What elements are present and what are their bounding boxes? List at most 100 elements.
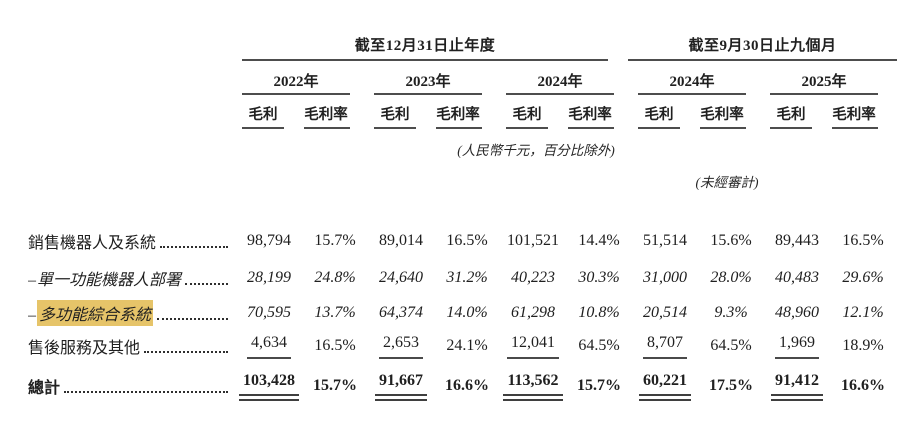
gross-profit-header: 毛利: [512, 107, 542, 123]
row-label-cell: 總計: [28, 374, 234, 398]
gross-profit-value: 1,969: [762, 334, 832, 359]
gross-profit-value: 20,514: [643, 304, 687, 321]
column-rule: [770, 127, 812, 129]
gross-profit-value: 101,521: [507, 232, 559, 249]
gross-margin-value: 9.3%: [714, 304, 748, 321]
table-row-robot-sales: 銷售機器人及系統 98,794 15.7% 89,014 16.5% 101,5…: [28, 222, 894, 260]
dot-leader: [157, 318, 228, 320]
gross-profit-header: 毛利: [380, 107, 410, 123]
year-header: 2024年: [669, 74, 715, 90]
gross-margin-value: 24.1%: [446, 337, 488, 354]
gross-margin-header: 毛利率: [700, 107, 744, 123]
gross-profit-value: 89,443: [775, 232, 819, 249]
column-rule: [832, 127, 878, 129]
highlighted-row-label: 多功能綜合系統: [37, 300, 154, 326]
gross-profit-value: 64,374: [379, 304, 423, 321]
row-dash: –: [28, 272, 36, 289]
gross-margin-value: 28.0%: [710, 269, 752, 286]
row-label-cell: – 單一功能機器人部署: [28, 266, 234, 290]
row-label-cell: 銷售機器人及系統: [28, 229, 234, 253]
gross-margin-header: 毛利率: [304, 107, 348, 123]
gross-margin-value: 15.7%: [577, 377, 621, 394]
year-header: 2022年: [273, 74, 319, 90]
gross-margin-value: 64.5%: [578, 337, 620, 354]
gross-margin-value: 14.4%: [578, 232, 620, 249]
row-label-cell: 售後服務及其他: [28, 334, 234, 358]
column-rule: [304, 127, 350, 129]
year-group-2023: 2023年 毛利 毛利率: [374, 70, 482, 132]
year-rule: [242, 93, 350, 95]
column-rule: [700, 127, 746, 129]
table-body: 銷售機器人及系統 98,794 15.7% 89,014 16.5% 101,5…: [28, 222, 894, 410]
gross-profit-value: 8,707: [630, 334, 700, 359]
gross-margin-header: 毛利率: [568, 107, 612, 123]
year-rule: [770, 93, 878, 95]
table-row-total: 總計 103,428 15.7% 91,667 16.6% 113,562 15…: [28, 362, 894, 410]
gross-margin-value: 16.6%: [445, 377, 489, 394]
gross-profit-value: 103,428: [234, 372, 304, 401]
row-label-cell: – 多功能綜合系統: [28, 300, 234, 326]
gross-profit-value: 24,640: [379, 269, 423, 286]
table-row-aftersales: 售後服務及其他 4,634 16.5% 2,653 24.1% 12,041 6…: [28, 330, 894, 362]
gross-margin-header: 毛利率: [436, 107, 480, 123]
row-dash: –: [28, 307, 36, 324]
row-label: 銷售機器人及系統: [28, 235, 157, 252]
year-header: 2023年: [405, 74, 451, 90]
row-label: 售後服務及其他: [28, 340, 141, 357]
row-label: 總計: [28, 380, 61, 397]
gross-margin-value: 16.5%: [446, 232, 488, 249]
gross-profit-value: 40,483: [775, 269, 819, 286]
dot-leader: [160, 246, 228, 248]
gross-profit-value: 91,667: [366, 372, 436, 401]
gross-margin-value: 17.5%: [709, 377, 753, 394]
gross-profit-value: 4,634: [234, 334, 304, 359]
gross-margin-value: 14.0%: [446, 304, 488, 321]
gross-profit-value: 91,412: [762, 372, 832, 401]
table-row-single-function: – 單一功能機器人部署 28,199 24.8% 24,640 31.2% 40,…: [28, 260, 894, 296]
gross-profit-value: 98,794: [247, 232, 291, 249]
gross-profit-value: 28,199: [247, 269, 291, 286]
dot-leader: [64, 391, 228, 393]
gross-margin-value: 16.5%: [842, 232, 884, 249]
dot-leader: [185, 283, 228, 285]
gross-profit-header: 毛利: [644, 107, 674, 123]
gross-margin-value: 24.8%: [314, 269, 356, 286]
year-rule: [638, 93, 746, 95]
column-rule: [242, 127, 284, 129]
column-rule: [506, 127, 548, 129]
year-header: 2024年: [537, 74, 583, 90]
row-label: 單一功能機器人部署: [37, 272, 182, 289]
column-rule: [436, 127, 482, 129]
section-title-annual: 截至12月31日止年度: [354, 38, 496, 54]
gross-profit-value: 48,960: [775, 304, 819, 321]
table-row-multifunction: – 多功能綜合系統 70,595 13.7% 64,374 14.0% 61,29…: [28, 296, 894, 330]
gross-margin-value: 31.2%: [446, 269, 488, 286]
year-group-2022: 2022年 毛利 毛利率: [242, 70, 350, 132]
gross-profit-value: 2,653: [366, 334, 436, 359]
year-rule: [506, 93, 614, 95]
gross-margin-value: 30.3%: [578, 269, 620, 286]
year-group-2025-interim: 2025年 毛利 毛利率: [770, 70, 878, 132]
section-rule-annual: [242, 59, 608, 61]
gross-margin-value: 10.8%: [578, 304, 620, 321]
gross-margin-value: 15.7%: [314, 232, 356, 249]
column-rule: [638, 127, 680, 129]
section-rule-interim: [628, 59, 897, 61]
year-header: 2025年: [801, 74, 847, 90]
gross-profit-value: 60,221: [630, 372, 700, 401]
gross-profit-value: 12,041: [498, 334, 568, 359]
year-rule: [374, 93, 482, 95]
gross-profit-value: 61,298: [511, 304, 555, 321]
column-rule: [568, 127, 614, 129]
year-group-2024-interim: 2024年 毛利 毛利率: [638, 70, 746, 132]
gross-margin-header: 毛利率: [832, 107, 876, 123]
gross-margin-value: 12.1%: [842, 304, 884, 321]
gross-margin-value: 13.7%: [314, 304, 356, 321]
gross-profit-header: 毛利: [776, 107, 806, 123]
gross-profit-value: 51,514: [643, 232, 687, 249]
gross-profit-value: 113,562: [498, 372, 568, 401]
dot-leader: [144, 351, 228, 353]
gross-profit-value: 40,223: [511, 269, 555, 286]
gross-profit-value: 31,000: [643, 269, 687, 286]
